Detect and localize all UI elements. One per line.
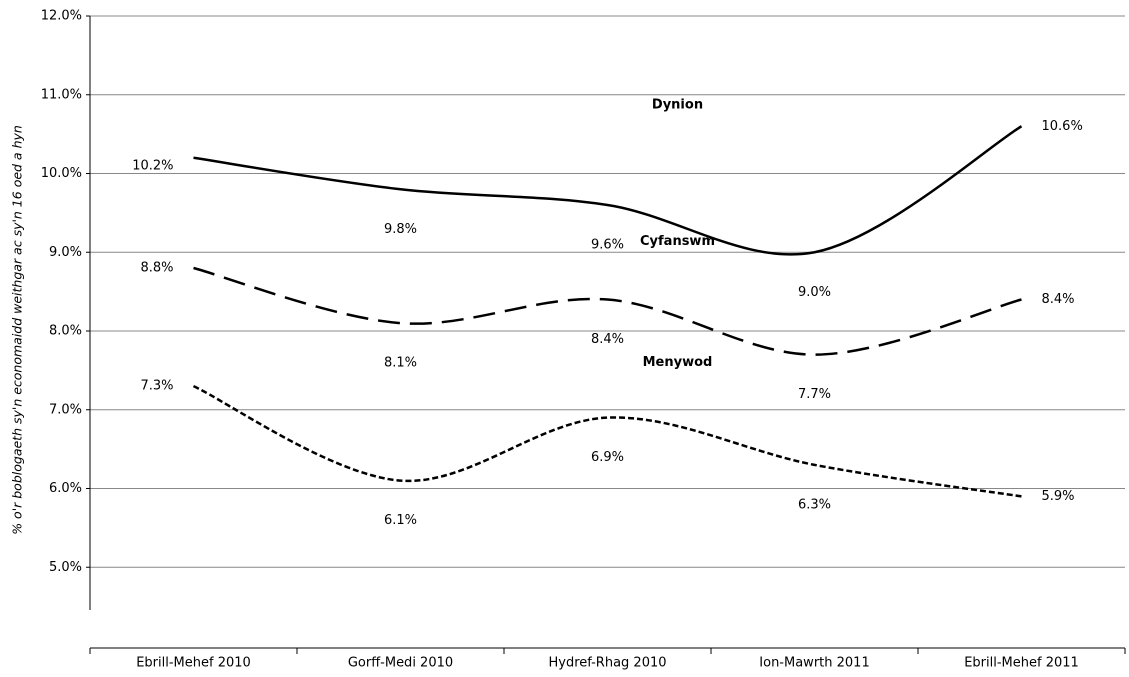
- data-label: 6.1%: [384, 513, 417, 528]
- y-tick-label: 9.0%: [49, 245, 82, 260]
- data-label: 10.2%: [132, 158, 173, 173]
- data-label: 8.8%: [140, 261, 173, 276]
- data-label: 9.6%: [591, 238, 624, 253]
- data-label: 8.4%: [1042, 292, 1075, 307]
- x-tick-label: Ebrill-Mehef 2010: [136, 656, 251, 671]
- x-tick-label: Ion-Mawrth 2011: [759, 656, 869, 671]
- data-label: 9.0%: [798, 285, 831, 300]
- y-tick-label: 12.0%: [41, 9, 82, 24]
- x-tick-label: Hydref-Rhag 2010: [548, 656, 666, 671]
- x-tick-label: Ebrill-Mehef 2011: [964, 656, 1079, 671]
- data-label: 6.3%: [798, 497, 831, 512]
- y-tick-label: 7.0%: [49, 402, 82, 417]
- y-tick-label: 11.0%: [41, 87, 82, 102]
- x-tick-label: Gorff-Medi 2010: [348, 656, 453, 671]
- series-line: [193, 266, 1022, 356]
- data-label: 7.7%: [798, 387, 831, 402]
- data-label: 8.4%: [591, 332, 624, 347]
- y-tick-label: 5.0%: [49, 560, 82, 575]
- y-tick-label: 6.0%: [49, 481, 82, 496]
- data-label: 9.8%: [384, 222, 417, 237]
- data-label: 10.6%: [1042, 119, 1083, 134]
- y-tick-label: 8.0%: [49, 324, 82, 339]
- data-label: 5.9%: [1042, 489, 1075, 504]
- data-label: 6.9%: [591, 450, 624, 465]
- data-label: 7.3%: [140, 379, 173, 394]
- series-line: [193, 125, 1023, 256]
- series-annotation: Dynion: [652, 98, 703, 113]
- series-annotation: Cyfanswm: [640, 234, 715, 249]
- series-annotation: Menywod: [643, 355, 713, 370]
- series-line: [192, 384, 1022, 498]
- y-tick-label: 10.0%: [41, 166, 82, 181]
- y-axis-label: % o'r boblogaeth sy'n economaidd weithga…: [10, 125, 25, 535]
- data-label: 8.1%: [384, 356, 417, 371]
